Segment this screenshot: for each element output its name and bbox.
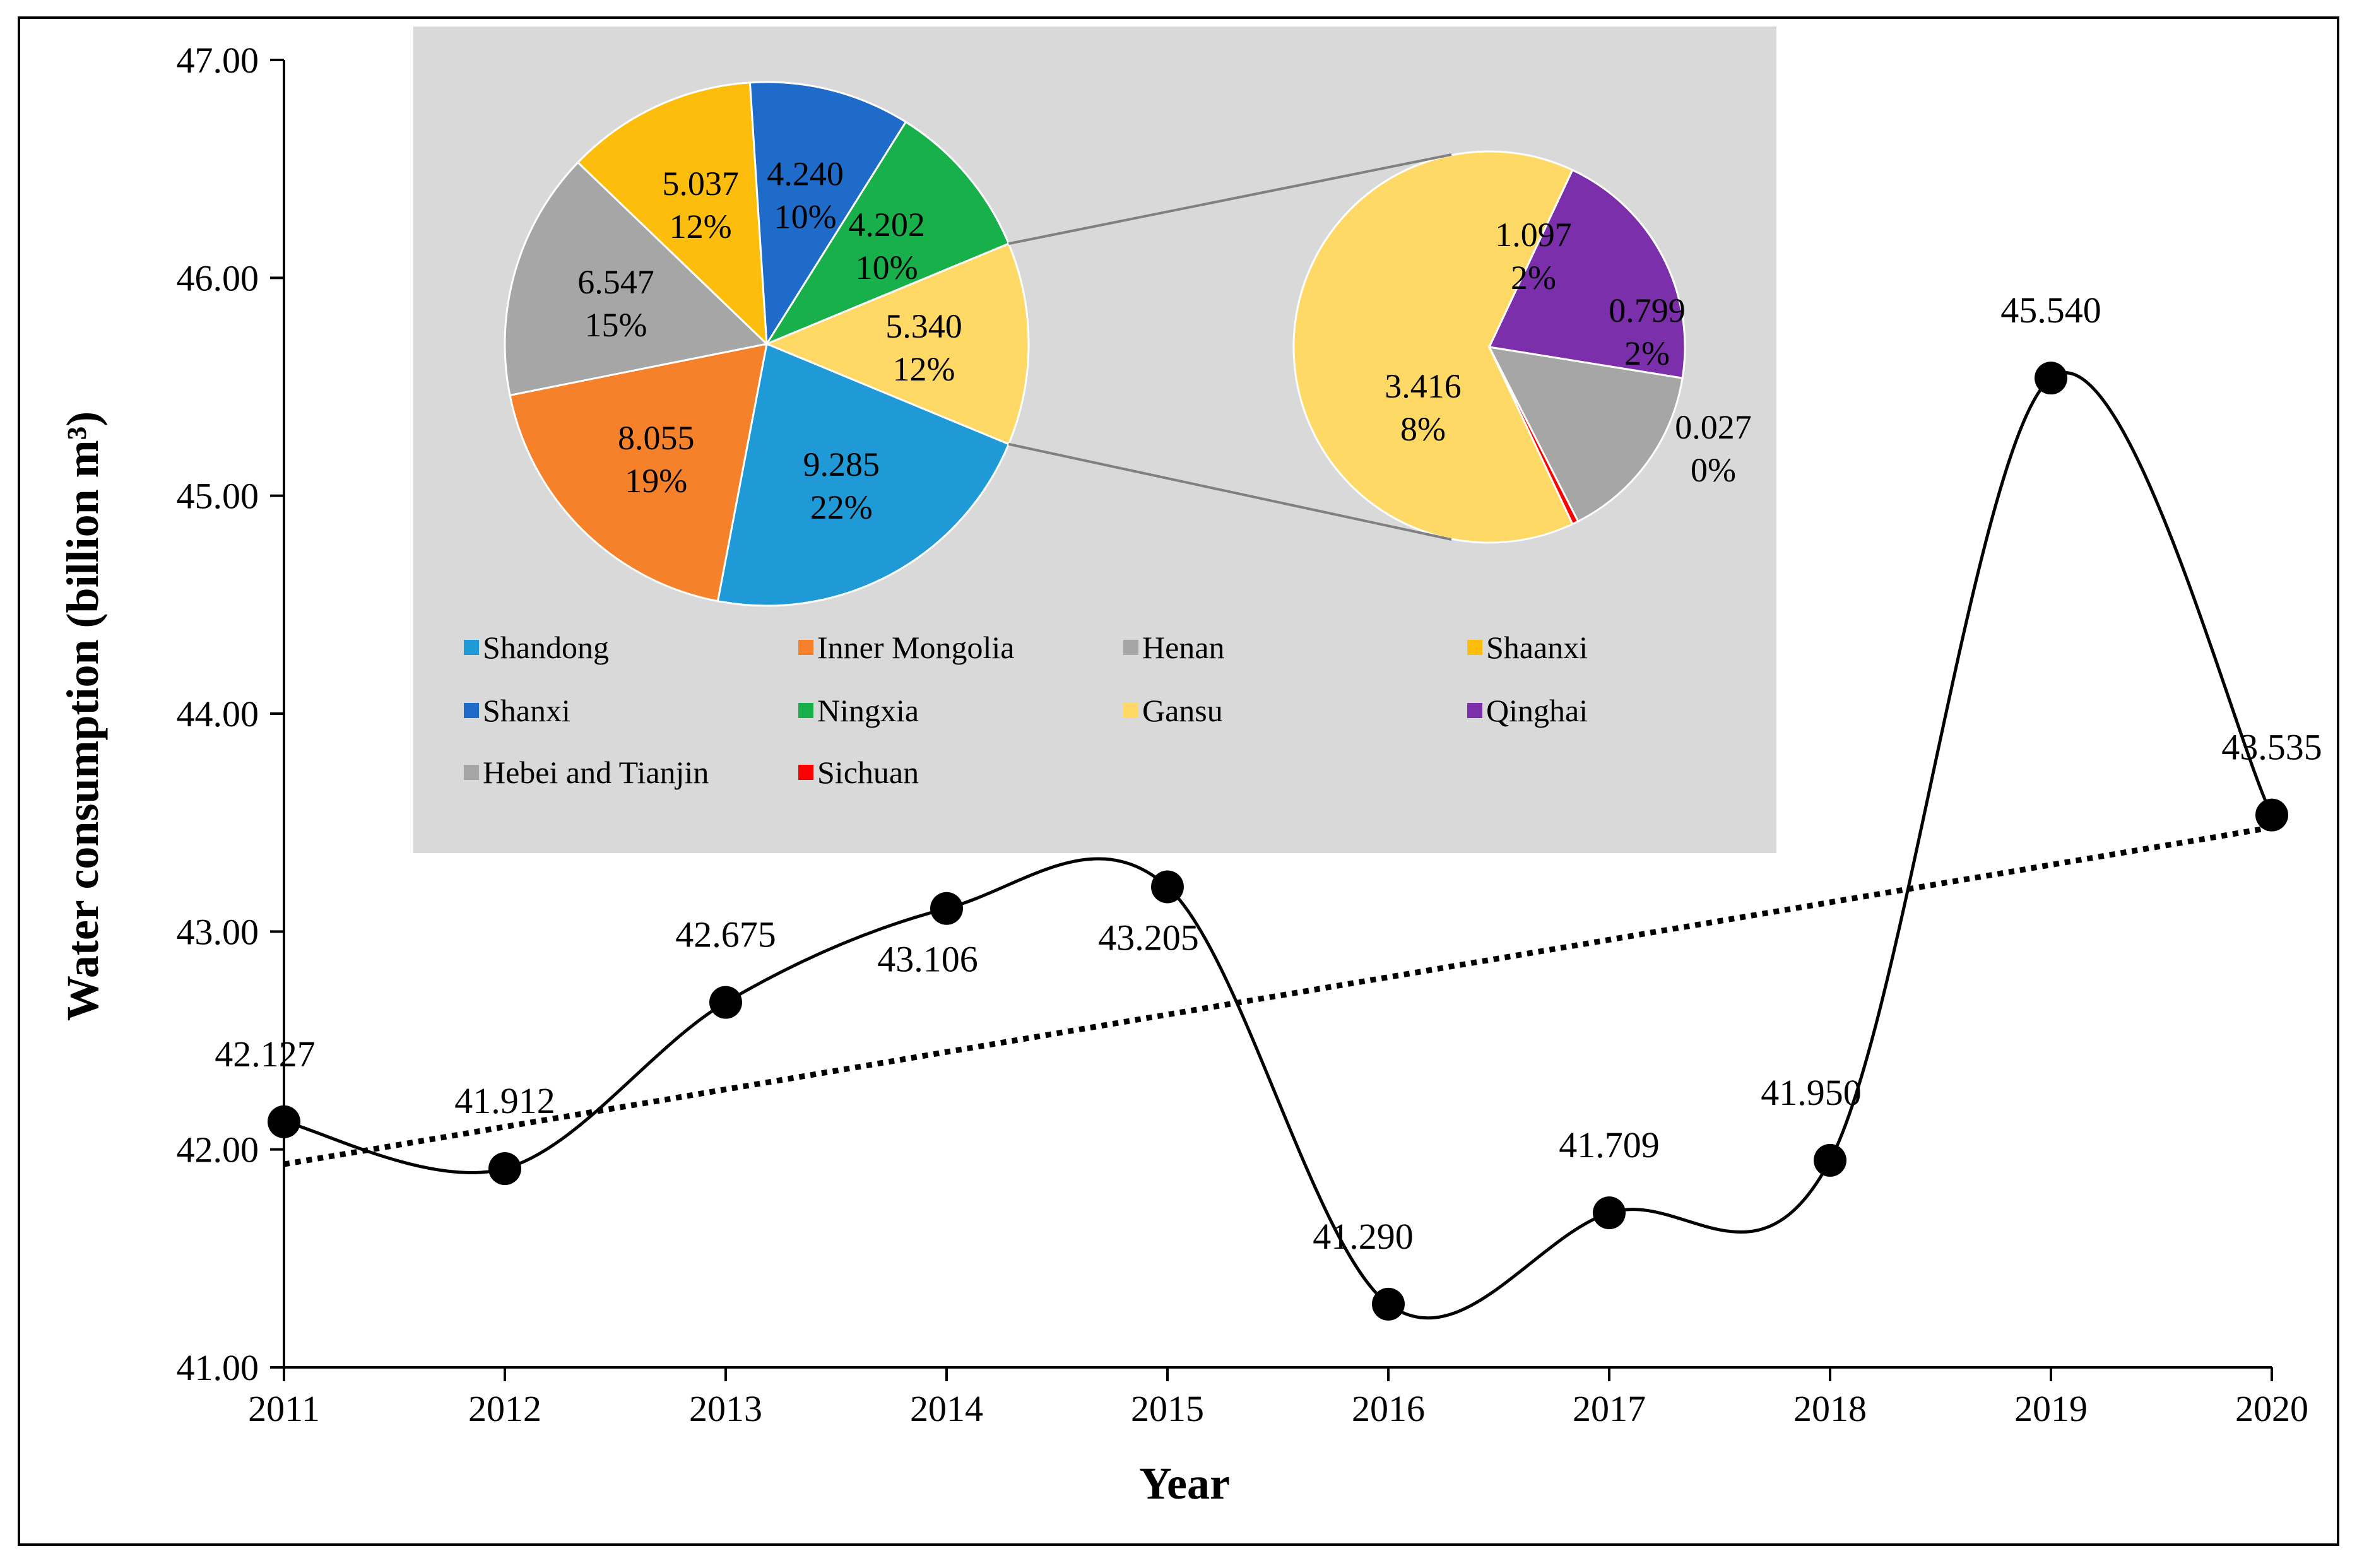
- x-axis-title: Year: [1139, 1458, 1230, 1509]
- pie-connector-line: [1008, 442, 1452, 541]
- secondary-pie-label-percent: 2%: [1624, 334, 1670, 372]
- legend-label: Sichuan: [817, 755, 919, 790]
- data-point: [709, 986, 742, 1019]
- x-tick-label: 2012: [468, 1388, 541, 1429]
- data-point: [2035, 362, 2067, 395]
- secondary-pie-label-value: 0.027: [1675, 408, 1752, 446]
- pie-slice-label-value: 4.202: [848, 206, 925, 244]
- legend-label: Inner Mongolia: [817, 630, 1014, 665]
- x-tick-label: 2020: [2235, 1388, 2308, 1429]
- secondary-pie-label-percent: 2%: [1511, 259, 1556, 297]
- x-tick-label: 2011: [248, 1388, 320, 1429]
- data-point: [268, 1105, 300, 1138]
- data-point: [1814, 1143, 1846, 1177]
- x-tick-label: 2017: [1573, 1388, 1646, 1429]
- pie-slice: [764, 242, 1030, 445]
- legend-swatch: [1467, 703, 1482, 718]
- legend-swatch: [798, 640, 813, 655]
- data-label: 41.709: [1559, 1124, 1660, 1165]
- pie-slice: [764, 121, 1010, 346]
- x-tick-label: 2016: [1352, 1388, 1425, 1429]
- legend-swatch: [1123, 703, 1138, 718]
- legend-swatch: [464, 765, 479, 780]
- x-tick-label: 2019: [2014, 1388, 2088, 1429]
- legend-label: Qinghai: [1486, 693, 1588, 728]
- secondary-pie-slice: [1487, 346, 1684, 523]
- y-tick-label: 45.00: [177, 476, 259, 517]
- legend-swatch: [798, 765, 813, 780]
- legend-label: Shaanxi: [1486, 630, 1588, 665]
- legend-label: Hebei and Tianjin: [483, 755, 709, 790]
- pie-slice: [716, 342, 1010, 607]
- legend-swatch: [464, 703, 479, 718]
- data-point: [488, 1152, 521, 1186]
- legend-label: Shandong: [483, 630, 609, 665]
- legend-label: Henan: [1142, 630, 1225, 665]
- data-label: 43.535: [2221, 727, 2322, 768]
- legend-swatch: [798, 703, 813, 718]
- secondary-pie-label-percent: 8%: [1400, 410, 1446, 448]
- pie-connector-line: [1008, 153, 1452, 245]
- data-point: [930, 892, 963, 925]
- pie-slice: [504, 161, 769, 397]
- secondary-pie-label-value: 3.416: [1385, 367, 1462, 405]
- data-label: 41.912: [454, 1080, 555, 1121]
- pie-slice: [509, 343, 768, 603]
- x-tick-label: 2015: [1131, 1388, 1204, 1429]
- y-tick-label: 42.00: [177, 1129, 259, 1170]
- y-tick-label: 43.00: [177, 911, 259, 952]
- pie-slice-label-percent: 12%: [893, 350, 955, 388]
- y-tick-label: 47.00: [177, 40, 259, 81]
- secondary-pie-label-percent: 0%: [1691, 451, 1736, 489]
- pie-slice-label-percent: 10%: [774, 198, 837, 236]
- pie-slice-label-value: 5.340: [885, 307, 962, 345]
- pie-slice-label-percent: 22%: [810, 488, 873, 526]
- pie-slice-label-value: 8.055: [618, 419, 695, 457]
- pie-slice-label-percent: 19%: [625, 462, 687, 500]
- data-label: 41.950: [1761, 1072, 1862, 1113]
- secondary-pie-slice: [1292, 150, 1574, 544]
- secondary-pie-slice: [1487, 168, 1686, 379]
- pie-slice: [576, 81, 768, 346]
- pie-slice-label-value: 9.285: [803, 445, 880, 483]
- y-tick-label: 46.00: [177, 257, 259, 298]
- pie-slice: [748, 81, 907, 347]
- data-point: [1151, 870, 1184, 904]
- legend-swatch: [1123, 640, 1138, 655]
- secondary-pie-label-value: 0.799: [1609, 292, 1686, 329]
- data-label: 41.290: [1313, 1216, 1414, 1257]
- pie-slice-label-percent: 15%: [584, 306, 647, 344]
- line-chart: 41.00 42.00 43.00 44.00 45.00 46.00 47.00 2011 2…: [57, 40, 2322, 1509]
- data-point: [1593, 1196, 1626, 1230]
- data-label: 43.205: [1098, 917, 1199, 958]
- legend-swatch: [464, 640, 479, 655]
- data-point: [1372, 1287, 1405, 1321]
- legend-label: Gansu: [1142, 693, 1223, 728]
- data-label: 45.540: [2000, 290, 2101, 331]
- data-label: 42.675: [675, 914, 776, 955]
- x-tick-label: 2018: [1793, 1388, 1867, 1429]
- pie-slice-label-value: 5.037: [662, 165, 739, 203]
- legend-swatch: [1467, 640, 1482, 655]
- x-tick-label: 2014: [910, 1388, 983, 1429]
- secondary-pie-label-value: 1.097: [1495, 216, 1572, 254]
- data-point: [2255, 798, 2288, 832]
- legend-label: Shanxi: [483, 693, 570, 728]
- data-label: 42.127: [215, 1034, 316, 1075]
- pie-slice-label-value: 6.547: [577, 263, 654, 301]
- x-tick-label: 2013: [689, 1388, 762, 1429]
- pie-slice-label-percent: 12%: [670, 208, 732, 245]
- legend-label: Ningxia: [817, 693, 919, 728]
- y-tick-label: 44.00: [177, 693, 259, 734]
- secondary-pie-slice: [1488, 346, 1580, 526]
- y-tick-label: 41.00: [177, 1347, 259, 1388]
- pie-slice-label-percent: 10%: [856, 249, 918, 286]
- y-axis-title: Water consumption (billion m³): [57, 411, 108, 1021]
- pie-slice-label-value: 4.240: [767, 155, 844, 193]
- pie-of-pie-chart: 5.340 12% 9.285 22% 8.055 19% 6.547 15% 5.037 12%…: [413, 27, 1776, 853]
- data-label: 43.106: [877, 939, 978, 980]
